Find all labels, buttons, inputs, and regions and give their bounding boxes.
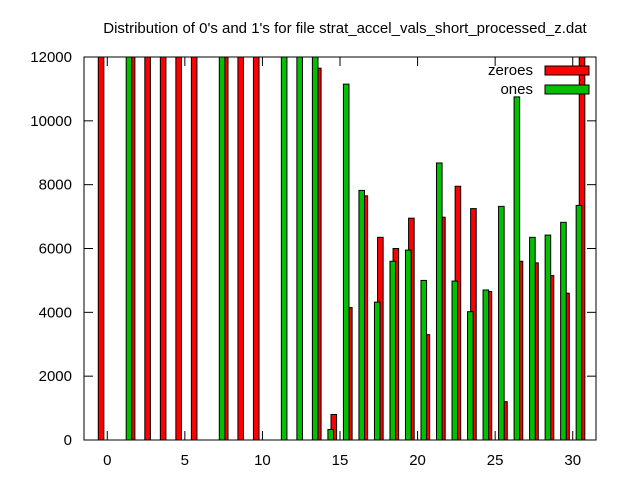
bar-zeroes-4 xyxy=(159,56,167,441)
bar-ones-29 xyxy=(560,221,567,441)
bar-ones-24 xyxy=(482,289,490,441)
x-tick-label: 30 xyxy=(564,452,581,469)
bar-ones-7 xyxy=(218,56,226,441)
bars-group xyxy=(97,56,586,441)
legend-swatch-zeroes xyxy=(544,65,590,76)
bar-ones-15 xyxy=(342,83,350,441)
y-tick-label: 0 xyxy=(64,432,72,449)
bar-ones-27 xyxy=(529,236,536,441)
legend-swatch-ones xyxy=(544,84,590,95)
bar-ones-20 xyxy=(420,279,428,441)
bar-zeroes-5 xyxy=(175,56,182,441)
bar-ones-25 xyxy=(498,205,505,441)
bar-ones-28 xyxy=(544,234,552,441)
bar-ones-1 xyxy=(125,56,133,441)
y-tick-label: 10000 xyxy=(30,113,72,130)
legend-label-ones: ones xyxy=(500,81,533,98)
legend-label-zeroes: zeroes xyxy=(488,62,533,79)
bar-ones-18 xyxy=(389,260,397,441)
bar-ones-11 xyxy=(280,56,288,441)
y-tick-label: 2000 xyxy=(39,368,72,385)
bar-zeroes-0 xyxy=(97,56,105,441)
chart-title: Distribution of 0's and 1's for file str… xyxy=(103,20,587,37)
bar-ones-16 xyxy=(358,189,366,441)
bar-ones-19 xyxy=(404,249,412,441)
axes-group: 0 2000 4000 6000 8000 10000 12000 0 5 10 15 20 25 30 xyxy=(30,49,597,469)
x-tick-label: 10 xyxy=(254,452,271,469)
y-tick-label: 8000 xyxy=(39,177,72,194)
bar-ones-21 xyxy=(436,162,443,441)
y-tick-label: 4000 xyxy=(39,304,72,321)
x-tick-label: 0 xyxy=(103,452,111,469)
bar-ones-23 xyxy=(467,311,474,441)
bar-ones-13 xyxy=(311,56,319,441)
y-tick-label: 12000 xyxy=(30,49,72,66)
x-tick-label: 5 xyxy=(181,452,189,469)
bar-ones-26 xyxy=(513,96,521,441)
bar-zeroes-9 xyxy=(237,56,245,441)
bar-ones-12 xyxy=(296,56,303,441)
bar-zeroes-10 xyxy=(252,56,260,441)
x-tick-label: 25 xyxy=(487,452,504,469)
bar-ones-14 xyxy=(327,428,334,441)
bar-ones-30 xyxy=(575,204,583,441)
bar-ones-22 xyxy=(451,280,459,441)
legend: zeroes ones xyxy=(488,62,590,98)
bar-ones-17 xyxy=(373,301,381,441)
bar-zeroes-3 xyxy=(144,56,151,441)
x-tick-label: 15 xyxy=(332,452,349,469)
x-tick-label: 20 xyxy=(409,452,426,469)
bar-zeroes-6 xyxy=(190,56,198,441)
y-tick-label: 6000 xyxy=(39,241,72,258)
